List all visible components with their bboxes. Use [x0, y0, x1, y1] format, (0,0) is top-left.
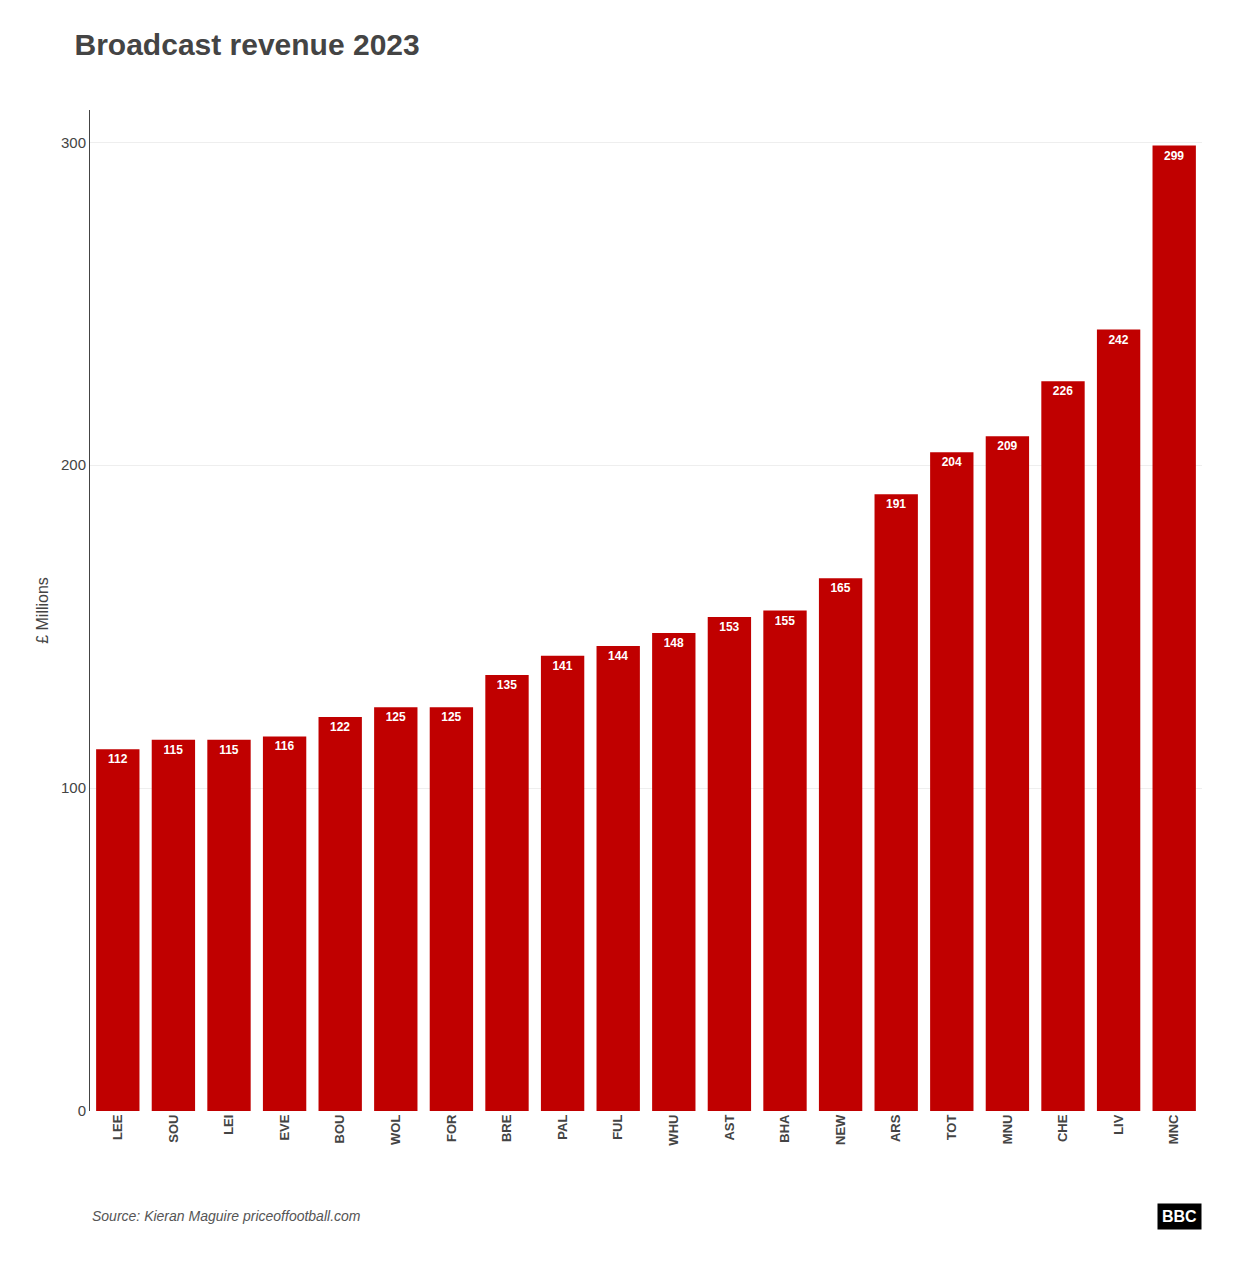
- svg-text:116: 116: [275, 739, 295, 753]
- svg-text:MNC: MNC: [1166, 1114, 1181, 1144]
- svg-text:115: 115: [164, 743, 184, 757]
- svg-text:125: 125: [386, 710, 406, 724]
- svg-text:204: 204: [942, 455, 962, 469]
- svg-text:0: 0: [78, 1102, 86, 1119]
- svg-text:153: 153: [719, 620, 739, 634]
- svg-text:PAL: PAL: [555, 1115, 570, 1140]
- svg-text:141: 141: [552, 659, 572, 673]
- svg-text:112: 112: [108, 752, 128, 766]
- svg-text:BHA: BHA: [777, 1114, 792, 1143]
- svg-text:FUL: FUL: [610, 1115, 625, 1140]
- svg-text:148: 148: [664, 636, 684, 650]
- svg-text:300: 300: [61, 134, 86, 151]
- svg-text:Broadcast revenue 2023: Broadcast revenue 2023: [75, 28, 420, 61]
- svg-text:WOL: WOL: [388, 1115, 403, 1145]
- svg-text:299: 299: [1164, 149, 1184, 163]
- svg-text:MNU: MNU: [1000, 1115, 1015, 1145]
- svg-text:122: 122: [330, 720, 350, 734]
- svg-text:NEW: NEW: [833, 1114, 848, 1145]
- svg-text:144: 144: [608, 649, 628, 663]
- svg-text:WHU: WHU: [666, 1115, 681, 1146]
- svg-text:SOU: SOU: [166, 1115, 181, 1143]
- svg-text:LEI: LEI: [221, 1115, 236, 1135]
- svg-text:242: 242: [1108, 333, 1128, 347]
- svg-text:191: 191: [886, 497, 906, 511]
- svg-text:EVE: EVE: [277, 1114, 292, 1140]
- svg-text:ARS: ARS: [888, 1114, 903, 1142]
- svg-text:TOT: TOT: [944, 1115, 959, 1141]
- svg-text:£ Millions: £ Millions: [34, 577, 51, 644]
- svg-text:100: 100: [61, 779, 86, 796]
- svg-text:BOU: BOU: [332, 1115, 347, 1144]
- svg-text:135: 135: [497, 678, 517, 692]
- svg-text:FOR: FOR: [444, 1114, 459, 1142]
- svg-text:BRE: BRE: [499, 1114, 514, 1142]
- svg-text:CHE: CHE: [1055, 1114, 1070, 1142]
- svg-text:226: 226: [1053, 384, 1073, 398]
- svg-text:Source: Kieran Maguire priceof: Source: Kieran Maguire priceoffootball.c…: [92, 1208, 361, 1224]
- svg-text:125: 125: [441, 710, 461, 724]
- svg-text:LEE: LEE: [110, 1114, 125, 1140]
- svg-text:BBC: BBC: [1162, 1208, 1197, 1225]
- svg-text:209: 209: [997, 439, 1017, 453]
- svg-text:LIV: LIV: [1111, 1114, 1126, 1135]
- svg-text:AST: AST: [722, 1115, 737, 1141]
- svg-text:115: 115: [219, 743, 239, 757]
- svg-text:165: 165: [830, 581, 850, 595]
- svg-text:200: 200: [61, 456, 86, 473]
- svg-text:155: 155: [775, 614, 795, 628]
